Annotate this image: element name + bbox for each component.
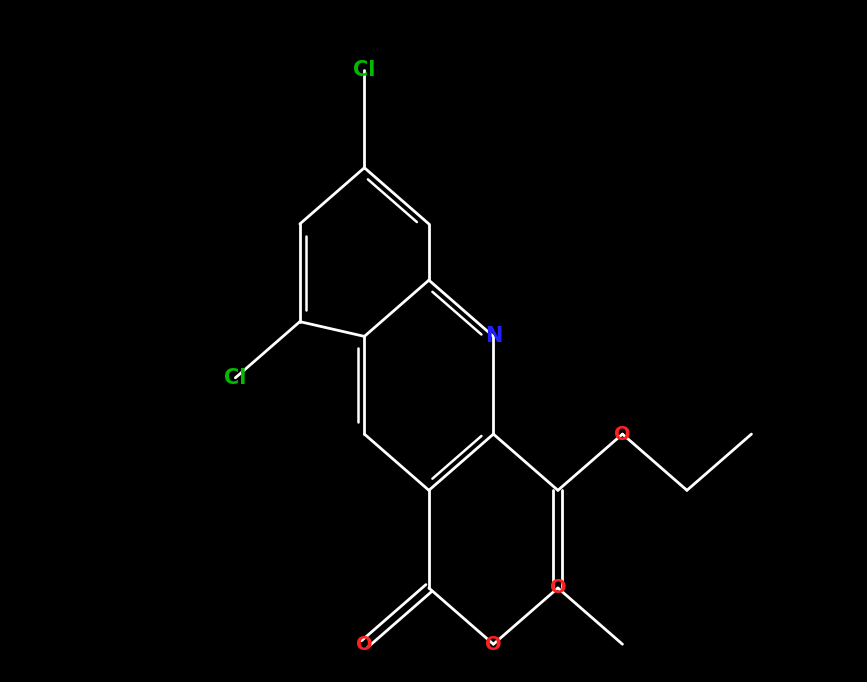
Text: N: N <box>485 327 502 346</box>
Text: O: O <box>486 635 502 654</box>
Text: O: O <box>356 635 373 654</box>
Text: O: O <box>614 425 631 443</box>
Text: Cl: Cl <box>225 368 246 388</box>
Text: Cl: Cl <box>353 60 375 80</box>
Text: O: O <box>550 578 566 597</box>
